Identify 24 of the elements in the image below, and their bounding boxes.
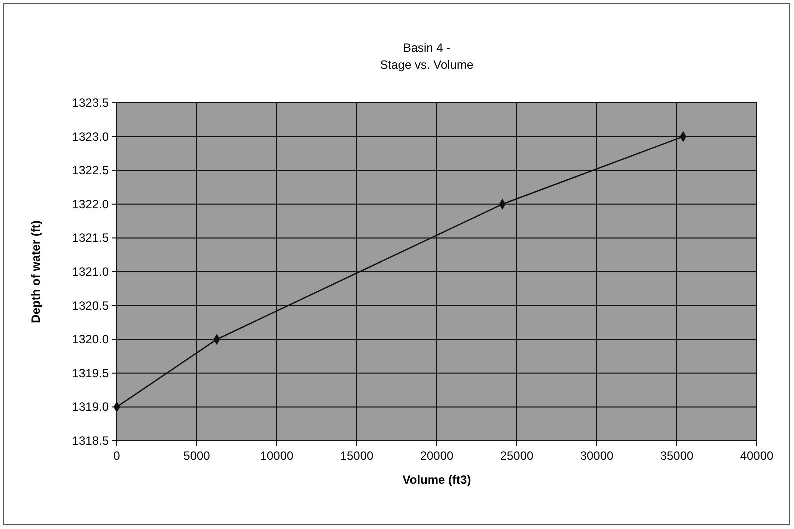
y-tick-label: 1318.5 [72,434,110,448]
x-tick-label: 30000 [580,449,614,463]
x-tick-label: 25000 [500,449,534,463]
y-tick-label: 1322.0 [72,197,110,212]
y-tick-label: 1319.0 [72,400,110,414]
y-tick-label: 1321.0 [72,265,110,279]
y-tick-label: 1320.0 [72,332,110,347]
y-tick-label: 1321.5 [72,231,110,246]
chart-subtitle: Stage vs. Volume [380,58,474,72]
y-axis-title: Depth of water (ft) [29,220,43,324]
x-tick-label: 20000 [420,449,454,463]
x-tick-label: 10000 [260,449,294,463]
x-tick-label: 40000 [740,449,774,463]
x-tick-label: 15000 [340,449,374,463]
chart-title: Basin 4 - [403,41,451,55]
y-tick-label: 1322.5 [72,164,110,178]
y-tick-label: 1319.5 [72,366,110,380]
x-tick-label: 0 [114,449,121,463]
y-tick-label: 1323.0 [72,130,110,144]
y-tick-label: 1320.5 [72,298,110,313]
x-tick-label: 35000 [660,449,694,463]
y-tick-label: 1323.5 [72,96,110,110]
x-axis-title: Volume (ft3) [402,473,472,487]
x-tick-label: 5000 [184,449,211,463]
